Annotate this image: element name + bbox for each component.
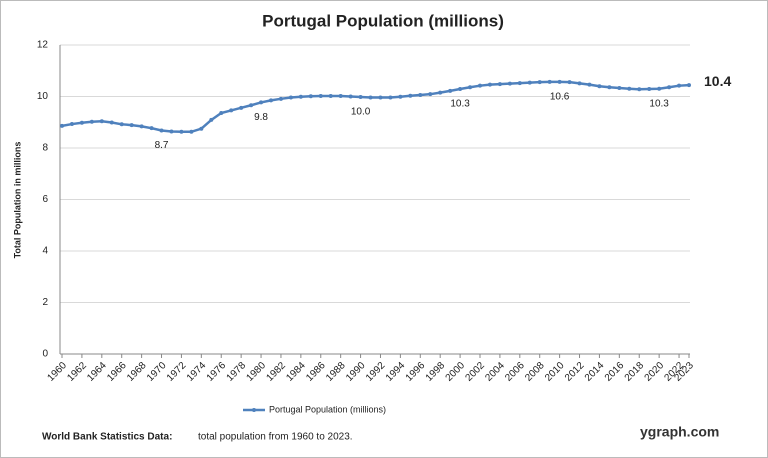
point	[308, 94, 313, 99]
y-tick-label: 8	[42, 143, 48, 154]
series-line	[61, 80, 690, 134]
point	[487, 82, 492, 87]
data-label: 8.7	[155, 140, 169, 151]
point	[99, 119, 104, 124]
point	[199, 126, 204, 131]
point	[587, 82, 592, 87]
point	[647, 87, 652, 92]
point	[657, 86, 662, 91]
point	[109, 120, 114, 125]
point	[517, 81, 522, 86]
point	[119, 122, 124, 127]
point	[189, 129, 194, 134]
y-tick-label: 10	[37, 91, 49, 102]
point	[60, 123, 64, 128]
point	[318, 93, 323, 98]
point	[278, 96, 283, 101]
y-tick-label: 0	[42, 349, 48, 360]
point	[288, 95, 293, 100]
point	[577, 81, 582, 86]
point	[169, 129, 174, 134]
point	[687, 83, 691, 88]
point	[497, 82, 502, 87]
data-label: 10.4	[704, 73, 731, 89]
chart-title: Portugal Population (millions)	[262, 11, 504, 30]
point	[428, 92, 433, 97]
point	[388, 95, 393, 100]
point	[298, 94, 303, 99]
data-label: 10.6	[550, 91, 570, 102]
source: total population from 1960 to 2023.	[198, 432, 353, 443]
point	[229, 108, 234, 113]
point	[149, 126, 154, 131]
point	[537, 80, 542, 85]
point	[209, 117, 214, 122]
y-tick-label: 4	[42, 246, 48, 257]
point	[597, 84, 602, 89]
point	[617, 86, 622, 91]
point	[159, 128, 164, 133]
data-label: 10.3	[649, 98, 669, 109]
point	[408, 93, 413, 98]
point	[438, 90, 443, 95]
point	[328, 93, 333, 98]
point	[468, 85, 473, 90]
point	[79, 120, 84, 125]
data-label: 9.8	[254, 112, 268, 123]
point	[338, 93, 343, 98]
point	[547, 79, 552, 84]
y-tick-label: 2	[42, 297, 48, 308]
point	[249, 103, 254, 108]
point	[239, 105, 244, 110]
point	[269, 98, 273, 103]
legend-label: Portugal Population (millions)	[269, 404, 386, 414]
point	[667, 85, 672, 90]
point	[458, 87, 463, 92]
point	[358, 95, 363, 100]
point	[129, 123, 134, 128]
point	[348, 94, 353, 99]
point	[527, 80, 532, 85]
brand: ygraph.com	[640, 424, 719, 440]
point	[557, 79, 562, 84]
point	[418, 92, 423, 97]
point	[507, 81, 512, 86]
point	[89, 119, 94, 124]
data-label: 10.3	[450, 99, 470, 110]
point	[627, 86, 632, 91]
point	[398, 94, 403, 99]
y-tick-label: 6	[42, 194, 48, 205]
data-label: 10.0	[351, 107, 371, 118]
point	[139, 124, 144, 129]
point	[219, 110, 224, 115]
point	[567, 80, 572, 85]
point	[179, 129, 184, 134]
point	[607, 85, 612, 90]
point	[478, 83, 482, 88]
point	[259, 100, 264, 105]
point	[677, 83, 682, 88]
y-axis-label: Total Population in millions	[12, 142, 22, 259]
point	[69, 122, 74, 127]
source-label: World Bank Statistics Data:	[42, 432, 172, 443]
point	[448, 88, 453, 93]
y-tick-label: 12	[37, 40, 49, 51]
point	[378, 95, 383, 100]
point	[368, 95, 373, 100]
point	[637, 87, 642, 92]
legend-marker	[252, 408, 256, 412]
